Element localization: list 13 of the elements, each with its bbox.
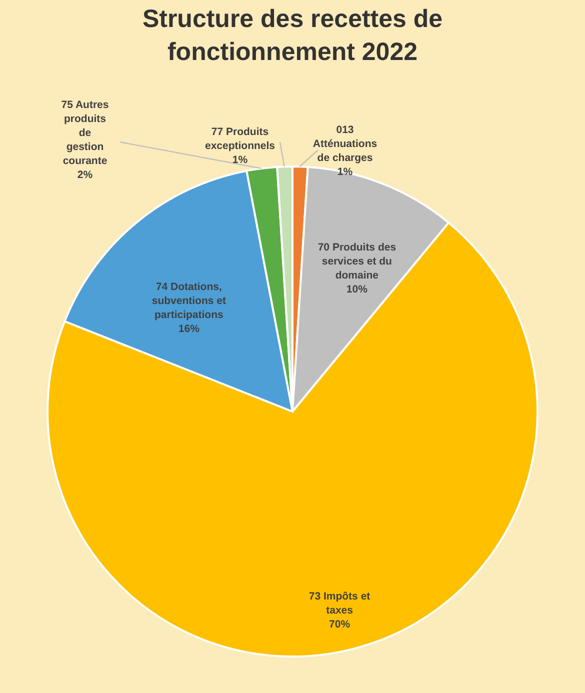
slice-label: 74 Dotations, subventions et participations xyxy=(152,280,226,321)
data-label: 1% xyxy=(232,154,248,166)
data-label: 1% xyxy=(337,166,354,178)
slice-label: 75 Autres produits de gestion courante xyxy=(61,99,109,167)
data-label: 2% xyxy=(77,169,94,181)
slice-label: 77 Produits exceptionnels xyxy=(204,126,276,152)
slice-label: 70 Produits des services et du domaine xyxy=(318,241,396,282)
data-label: 70% xyxy=(329,618,351,631)
data-label: 16% xyxy=(178,322,200,335)
slice-label: 73 Impôts et taxes xyxy=(308,590,371,617)
chart-title: Structure des recettes de fonctionnement 2022 xyxy=(142,5,443,66)
slice-label: 013 Atténuations de charges xyxy=(312,124,378,164)
data-label: 10% xyxy=(346,283,368,296)
